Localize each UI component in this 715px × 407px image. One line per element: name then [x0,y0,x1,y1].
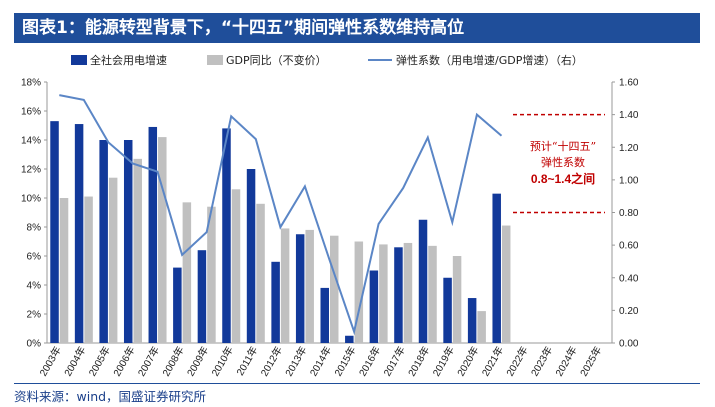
bar-gdp-growth [501,225,511,343]
bar-gdp-growth [59,198,69,343]
x-tick-label: 2017年 [380,344,407,378]
right-tick-label: 0.00 [619,339,639,350]
left-tick-label: 6% [27,252,42,263]
left-tick-label: 8% [27,223,42,234]
right-tick-label: 1.40 [619,110,639,121]
bar-electricity-growth [148,126,158,343]
bar-gdp-growth [108,177,118,343]
bar-gdp-growth [84,196,93,343]
legend-swatch-gdp [207,55,223,65]
right-tick-label: 0.20 [619,306,639,317]
bar-electricity-growth [369,270,379,343]
left-tick-label: 0% [27,339,42,350]
annotation-line3: 0.8~1.4之间 [531,171,595,186]
bar-electricity-growth [492,193,501,343]
line-elasticity [59,94,503,336]
bar-gdp-growth [256,203,265,343]
x-tick-label: 2014年 [307,344,334,378]
x-tick-label: 2008年 [159,344,186,378]
bar-gdp-growth [379,244,388,343]
legend-label-electricity: 全社会用电增速 [90,53,167,67]
x-tick-label: 2020年 [454,344,481,378]
x-tick-label: 2019年 [430,344,457,378]
bar-gdp-growth [477,311,486,343]
bar-electricity-growth [345,335,354,343]
bar-gdp-growth [182,202,192,343]
chart: 0% 2% 4% 6% 8% 10% 12% 14% 16% 18% 0.00 0.20 0.40 0.6… [21,53,639,378]
bar-gdp-growth [403,242,413,343]
bar-electricity-growth [467,298,477,343]
bar-gdp-growth [231,189,241,343]
x-tick-label: 2009年 [184,344,211,378]
legend-label-gdp: GDP同比（不变价） [226,53,327,67]
bar-gdp-growth [207,206,216,343]
bar-electricity-growth [173,267,182,343]
left-tick-label: 4% [27,281,42,292]
x-tick-label: 2015年 [331,344,358,378]
right-tick-label: 0.60 [619,241,639,252]
right-tick-label: 0.40 [619,273,639,284]
bar-electricity-growth [222,128,231,343]
x-tick-label: 2005年 [86,344,113,378]
left-tick-label: 10% [21,194,41,205]
bar-electricity-growth [271,261,280,343]
x-tick-label: 2011年 [233,344,260,378]
bar-gdp-growth [280,228,290,343]
bar-electricity-growth [320,287,329,343]
annotation-line2: 弹性系数 [541,155,585,169]
right-tick-label: 0.80 [619,208,639,219]
bar-electricity-growth [50,121,59,344]
x-tick-label: 2013年 [282,344,309,378]
bar-electricity-growth [295,234,305,343]
bar-electricity-growth [99,140,108,343]
bar-gdp-growth [452,256,462,343]
left-tick-label: 14% [21,136,41,147]
divider [14,383,700,384]
right-tick-label: 1.00 [619,175,639,186]
x-tick-label: 2007年 [135,344,162,378]
bar-gdp-growth [330,235,339,343]
legend-swatch-electricity [71,55,87,65]
legend-label-elasticity: 弹性系数（用电增速/GDP增速）（右） [396,53,583,67]
x-tick-label: 2023年 [528,344,555,378]
x-tick-label: 2012年 [258,344,285,378]
bar-electricity-growth [74,124,84,343]
x-tick-label: 2021年 [479,344,506,378]
bar-gdp-growth [428,245,437,343]
x-tick-label: 2025年 [577,344,604,378]
bar-electricity-growth [123,140,133,343]
bar-electricity-growth [246,169,256,343]
x-tick-label: 2022年 [503,344,530,378]
bar-gdp-growth [158,137,167,343]
annotation-line1: 预计“十四五” [530,139,596,153]
right-tick-label: 1.20 [619,143,639,154]
bar-electricity-growth [418,219,428,343]
source-note: 资料来源：wind，国盛证券研究所 [14,389,207,404]
bar-electricity-growth [394,247,403,343]
left-tick-label: 16% [21,107,41,118]
bar-electricity-growth [197,250,207,343]
right-tick-label: 1.60 [619,78,639,89]
chart-title: 图表1：能源转型背景下，“十四五”期间弹性系数维持高位 [14,13,700,43]
bar-gdp-growth [133,158,142,343]
bar-gdp-growth [354,241,364,343]
x-tick-label: 2024年 [552,344,579,378]
x-tick-label: 2006年 [110,344,137,378]
left-tick-label: 12% [21,165,41,176]
x-tick-label: 2016年 [356,344,383,378]
bar-gdp-growth [305,229,314,343]
left-tick-label: 2% [27,310,42,321]
x-tick-label: 2004年 [61,344,88,378]
x-tick-label: 2010年 [208,344,235,378]
x-tick-label: 2018年 [405,344,432,378]
left-tick-label: 18% [21,78,41,89]
bar-electricity-growth [443,277,452,343]
